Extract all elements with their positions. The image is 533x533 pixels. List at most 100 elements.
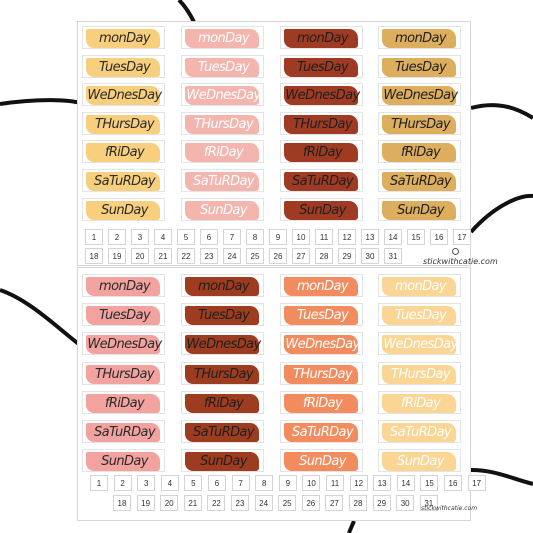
date-number-sticker: 28 bbox=[349, 495, 367, 511]
day-label: monDay bbox=[297, 279, 349, 294]
brush-stroke bbox=[382, 393, 456, 413]
date-number-sticker: 19 bbox=[108, 248, 126, 264]
day-sticker: THursDay bbox=[82, 111, 165, 135]
day-label: TuesDay bbox=[197, 308, 250, 324]
day-label: TuesDay bbox=[296, 59, 349, 75]
day-label: WeDnesDay bbox=[383, 337, 458, 353]
day-label: TuesDay bbox=[197, 59, 250, 75]
brush-stroke bbox=[185, 114, 259, 134]
date-number-sticker: 25 bbox=[278, 495, 297, 511]
date-number-sticker: 27 bbox=[325, 495, 344, 511]
day-sticker: WeDnesDay bbox=[82, 332, 165, 356]
date-number-sticker: 18 bbox=[113, 495, 131, 511]
date-number-sticker: 11 bbox=[326, 475, 344, 491]
date-number-sticker: 9 bbox=[269, 229, 287, 245]
date-number-sticker: 16 bbox=[430, 229, 448, 245]
date-number-sticker: 23 bbox=[200, 248, 218, 264]
date-number-sticker: 25 bbox=[246, 248, 264, 264]
day-sticker: SaTuRDay bbox=[378, 169, 461, 192]
brush-stroke bbox=[86, 335, 160, 355]
date-number-sticker: 14 bbox=[396, 475, 415, 491]
brush-stroke bbox=[86, 364, 160, 384]
day-sticker: monDay bbox=[82, 26, 165, 49]
brush-stroke bbox=[185, 277, 259, 296]
day-label: monDay bbox=[99, 31, 151, 46]
day-sticker: fRiDay bbox=[82, 390, 165, 414]
day-label: SaTuRDay bbox=[292, 425, 354, 440]
date-number-sticker: 2 bbox=[108, 229, 126, 245]
day-sticker: THursDay bbox=[181, 111, 264, 135]
day-label: SunDay bbox=[299, 454, 346, 470]
date-number-sticker: 27 bbox=[292, 248, 310, 264]
day-sticker: monDay bbox=[280, 26, 363, 49]
date-number-sticker: 18 bbox=[85, 248, 103, 264]
brush-stroke bbox=[86, 277, 160, 296]
date-number-sticker: 20 bbox=[131, 248, 149, 264]
day-label: SunDay bbox=[101, 202, 148, 218]
day-label: SaTuRDay bbox=[390, 174, 452, 189]
day-sticker: SaTuRDay bbox=[82, 169, 165, 192]
day-label: WeDnesDay bbox=[87, 337, 162, 353]
day-sticker: WeDnesDay bbox=[280, 332, 363, 356]
date-number-sticker: 2 bbox=[113, 475, 132, 491]
brush-stroke bbox=[86, 57, 160, 77]
brush-stroke bbox=[185, 306, 259, 326]
brush-stroke bbox=[185, 172, 259, 191]
brush-stroke bbox=[86, 452, 160, 472]
day-sticker: monDay bbox=[378, 274, 461, 297]
brush-stroke bbox=[284, 114, 358, 134]
day-sticker: fRiDay bbox=[280, 140, 363, 164]
day-sticker: SunDay bbox=[378, 197, 461, 221]
day-label: SaTuRDay bbox=[193, 425, 255, 440]
day-sticker: THursDay bbox=[378, 361, 461, 385]
brush-stroke bbox=[382, 452, 456, 472]
day-sticker: THursDay bbox=[280, 111, 363, 135]
day-label: SaTuRDay bbox=[94, 174, 156, 189]
brush-stroke bbox=[284, 335, 358, 355]
brush-stroke bbox=[86, 306, 160, 326]
day-sticker: THursDay bbox=[378, 111, 461, 135]
brush-stroke bbox=[86, 200, 160, 220]
date-number-sticker: 10 bbox=[292, 229, 310, 245]
day-sticker: SunDay bbox=[280, 197, 363, 221]
day-sticker: monDay bbox=[82, 274, 165, 297]
date-number-sticker: 13 bbox=[373, 475, 392, 491]
day-label: THursDay bbox=[391, 366, 451, 382]
date-number-sticker: 12 bbox=[349, 475, 368, 491]
day-label: WeDnesDay bbox=[87, 88, 162, 104]
day-sticker: SaTuRDay bbox=[181, 420, 264, 443]
date-number-sticker: 29 bbox=[372, 495, 391, 511]
day-label: TuesDay bbox=[98, 308, 151, 324]
day-label: THursDay bbox=[293, 366, 353, 382]
watermark-top: stickwithcatie.com bbox=[423, 257, 498, 266]
day-sticker: WeDnesDay bbox=[181, 83, 264, 107]
brush-stroke bbox=[86, 143, 160, 163]
date-number-sticker: 17 bbox=[453, 229, 471, 245]
brush-stroke bbox=[86, 86, 160, 106]
date-number-sticker: 23 bbox=[231, 495, 249, 511]
day-label: THursDay bbox=[95, 366, 155, 382]
brush-stroke bbox=[284, 423, 358, 442]
brush-stroke bbox=[284, 86, 358, 106]
day-sticker: WeDnesDay bbox=[280, 83, 363, 107]
day-sticker: monDay bbox=[378, 26, 461, 49]
brush-stroke bbox=[185, 86, 259, 106]
brush-stroke bbox=[382, 364, 456, 384]
day-label: SunDay bbox=[397, 454, 444, 470]
date-number-sticker: 7 bbox=[231, 475, 250, 491]
day-sticker: THursDay bbox=[181, 361, 264, 385]
day-label: WeDnesDay bbox=[383, 88, 458, 104]
day-label: TuesDay bbox=[296, 308, 349, 324]
date-number-sticker: 22 bbox=[177, 248, 195, 264]
date-number-sticker: 21 bbox=[183, 495, 202, 511]
day-label: TuesDay bbox=[394, 59, 447, 75]
date-number-sticker: 4 bbox=[154, 229, 172, 245]
date-number-sticker: 10 bbox=[302, 475, 321, 491]
day-sticker: fRiDay bbox=[378, 140, 461, 164]
day-sticker: monDay bbox=[181, 26, 264, 49]
day-sticker: TuesDay bbox=[82, 303, 165, 327]
day-label: SunDay bbox=[299, 202, 346, 218]
date-number-sticker: 28 bbox=[315, 248, 333, 264]
day-sticker: fRiDay bbox=[280, 390, 363, 414]
date-number-sticker: 3 bbox=[137, 475, 156, 491]
